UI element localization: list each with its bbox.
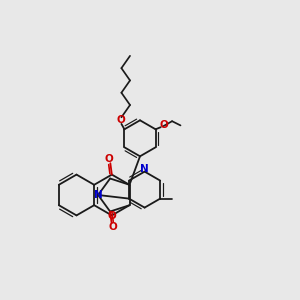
Text: O: O [117, 115, 125, 125]
Text: N: N [140, 164, 149, 175]
Text: O: O [159, 120, 168, 130]
Text: N: N [94, 190, 103, 200]
Text: O: O [109, 222, 118, 232]
Text: O: O [104, 154, 113, 164]
Text: O: O [107, 211, 116, 221]
